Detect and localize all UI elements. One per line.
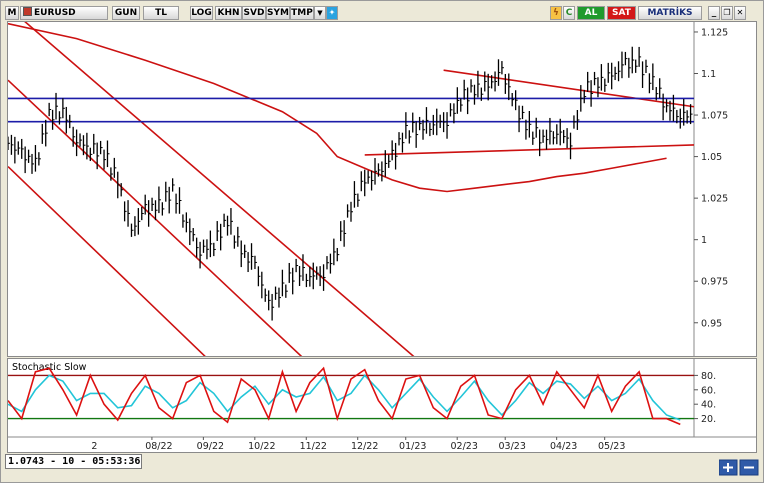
refresh-button[interactable]: C bbox=[563, 6, 575, 20]
time-tick-label: 01/23 bbox=[399, 441, 426, 452]
time-tick-label: 03/23 bbox=[499, 441, 526, 452]
time-tick-label: 10/22 bbox=[248, 441, 275, 452]
stochastic-panel[interactable]: Stochastic Slow 80. 60. 40. 20. 08/22 09/22 10/… bbox=[7, 358, 757, 453]
close-icon[interactable]: ✕ bbox=[734, 6, 746, 20]
khn-button[interactable]: KHN bbox=[215, 6, 242, 20]
time-tick-label-partial: 2 bbox=[91, 441, 97, 452]
stoch-tick-label: 80. bbox=[701, 371, 716, 382]
trend-line-3 bbox=[364, 144, 695, 156]
symbol-field[interactable]: EURUSD bbox=[20, 6, 108, 20]
time-tick-label: 04/23 bbox=[550, 441, 577, 452]
time-tick-label: 08/22 bbox=[145, 441, 172, 452]
price-chart-panel[interactable]: 1.125 1.1 1.075 1.05 1.025 1 0.975 0.95 bbox=[7, 6, 757, 445]
trend-line-1 bbox=[7, 79, 311, 365]
sell-button[interactable]: SAT bbox=[607, 6, 636, 20]
stoch-tick-label: 20. bbox=[701, 414, 716, 425]
brand-label: MATRİKS bbox=[638, 6, 702, 20]
zoom-controls bbox=[719, 459, 759, 476]
mode-button[interactable]: M bbox=[5, 6, 19, 20]
time-tick-label: 09/22 bbox=[197, 441, 224, 452]
price-tick-label: 0.975 bbox=[701, 277, 728, 288]
minimize-icon[interactable]: _ bbox=[708, 6, 720, 20]
stoch-tick-label: 40. bbox=[701, 400, 716, 411]
price-status-readout: 1.0743 - 10 - 05:53:36 bbox=[5, 454, 142, 469]
price-tick-label: 1 bbox=[701, 235, 707, 246]
sym-button[interactable]: SYM bbox=[266, 6, 290, 20]
time-tick-label: 02/23 bbox=[450, 441, 477, 452]
symbol-icon bbox=[23, 7, 32, 16]
price-tick-label: 0.95 bbox=[701, 318, 722, 329]
price-tick-label: 1.125 bbox=[701, 27, 728, 38]
svd-button[interactable]: SVD bbox=[242, 6, 266, 20]
log-scale-button[interactable]: LOG bbox=[190, 6, 213, 20]
trend-line-2 bbox=[7, 165, 297, 445]
trend-line-0 bbox=[7, 6, 441, 380]
price-tick-label: 1.05 bbox=[701, 152, 722, 163]
price-tick-label: 1.025 bbox=[701, 194, 728, 205]
symbol-label: EURUSD bbox=[34, 8, 76, 18]
price-tick-label: 1.075 bbox=[701, 111, 728, 122]
price-chart: 1.125 1.1 1.075 1.05 1.025 1 0.975 0.95 bbox=[7, 6, 728, 445]
currency-tl-button[interactable]: TL bbox=[143, 6, 179, 20]
toolbar: M EURUSD GUN TL LOG KHN SVD SYM TMP ▼ ✦ … bbox=[5, 6, 759, 21]
dropdown-arrow-icon[interactable]: ▼ bbox=[314, 6, 326, 20]
time-tick-label: 11/22 bbox=[300, 441, 327, 452]
time-tick-label: 12/22 bbox=[351, 441, 378, 452]
stochastic-k-line bbox=[7, 366, 681, 426]
period-gun-button[interactable]: GUN bbox=[112, 6, 140, 20]
time-tick-label: 05/23 bbox=[598, 441, 625, 452]
tmp-button[interactable]: TMP bbox=[290, 6, 314, 20]
flash-icon[interactable]: ϟ bbox=[550, 6, 562, 20]
buy-button[interactable]: AL bbox=[577, 6, 605, 20]
moving-average-line bbox=[7, 22, 667, 193]
price-tick-label: 1.1 bbox=[701, 69, 716, 80]
twitter-icon[interactable]: ✦ bbox=[326, 6, 338, 20]
stoch-tick-label: 60. bbox=[701, 385, 716, 396]
restore-icon[interactable]: ❐ bbox=[721, 6, 733, 20]
